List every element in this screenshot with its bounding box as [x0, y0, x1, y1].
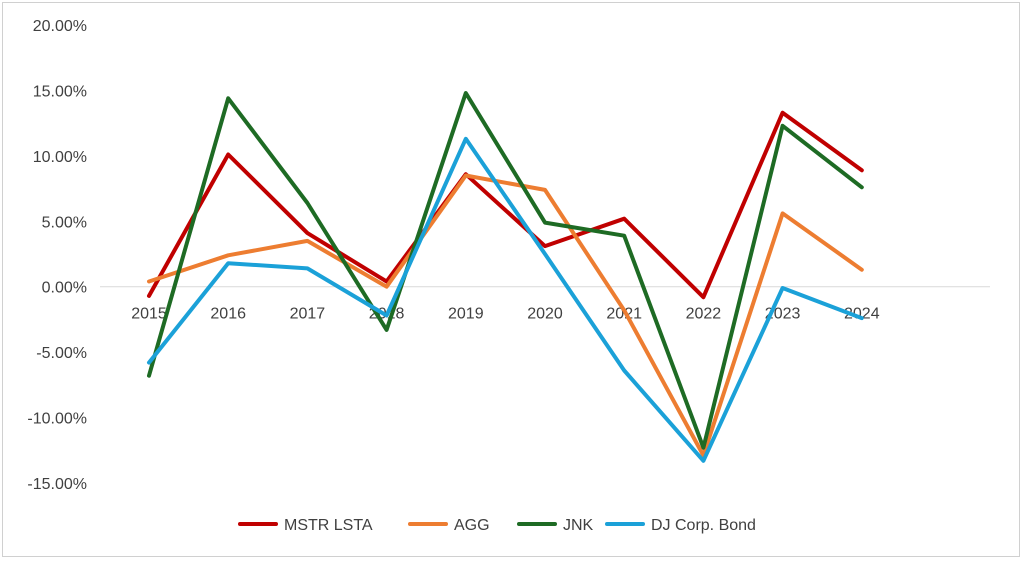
legend-label: DJ Corp. Bond: [651, 517, 756, 534]
y-tick-label: -5.00%: [36, 345, 87, 362]
series-layer: [147, 91, 864, 463]
legend-item: DJ Corp. Bond: [605, 517, 756, 534]
y-tick-label: 0.00%: [42, 280, 87, 297]
y-tick-label: 10.00%: [33, 149, 87, 166]
legend-label: JNK: [563, 517, 594, 534]
series-line-agg: [147, 173, 864, 458]
x-tick-label: 2024: [844, 306, 880, 323]
x-tick-label: 2020: [527, 306, 563, 323]
y-axis-ticks: 20.00% 15.00% 10.00% 5.00% 0.00% -5.00% -10.00…: [27, 18, 87, 493]
legend-item: JNK: [517, 517, 594, 534]
series-line-jnk: [147, 91, 864, 450]
series-line-mstr-lsta: [147, 110, 864, 300]
x-tick-label: 2022: [686, 306, 722, 323]
x-tick-label: 2016: [210, 306, 246, 323]
legend-label: MSTR LSTA: [284, 517, 373, 534]
legend-label: AGG: [454, 517, 490, 534]
y-tick-label: -10.00%: [27, 411, 87, 428]
x-axis-ticks: 2015 2016 2017 2018 2019 2020 2021 2022 2023 2024: [131, 306, 879, 323]
y-tick-label: -15.00%: [27, 476, 87, 493]
x-tick-label: 2015: [131, 306, 167, 323]
legend-item: AGG: [408, 517, 490, 534]
y-tick-label: 5.00%: [42, 214, 87, 231]
legend: MSTR LSTA AGG JNK DJ Corp. Bond: [238, 517, 756, 534]
series-line-dj-corp-bond: [147, 136, 864, 463]
x-tick-label: 2017: [290, 306, 326, 323]
legend-item: MSTR LSTA: [238, 517, 373, 534]
x-tick-label: 2019: [448, 306, 484, 323]
y-tick-label: 20.00%: [33, 18, 87, 35]
y-tick-label: 15.00%: [33, 83, 87, 100]
